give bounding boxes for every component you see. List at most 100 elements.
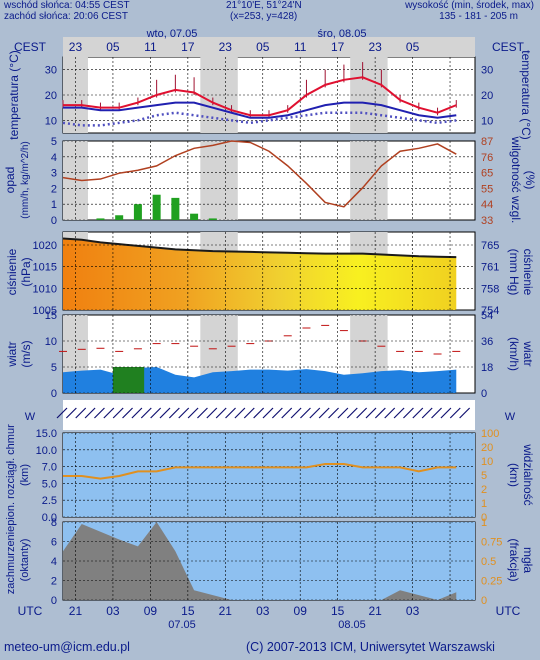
wind-direction-arrow xyxy=(271,407,283,419)
cloudbase-ytick-left: 2.5 xyxy=(42,495,57,507)
bottom-hour-label: 09 xyxy=(144,604,158,618)
cloudbase-sky xyxy=(63,433,475,517)
top-hour-label: 11 xyxy=(144,40,157,54)
precip-ylabel-left-2: (mm/h, kg/m^2/h) xyxy=(20,141,31,218)
temp-ytick-left: 20 xyxy=(45,90,57,102)
bottom-hour-label: 03 xyxy=(256,604,270,618)
humidity-ytick-right: 33 xyxy=(481,215,493,227)
precip-bar xyxy=(96,218,105,220)
wind-ylabel-right-2: wiatr xyxy=(521,340,535,366)
fog-ytick-right: 1 xyxy=(481,517,487,529)
wind-direction-arrow xyxy=(403,407,414,419)
wind-direction-arrow xyxy=(337,407,349,419)
wind-direction-arrow xyxy=(384,407,396,419)
dewpoint-line xyxy=(63,101,457,119)
top-timezone-left: CEST xyxy=(14,40,47,54)
clouds-ytick-left: 8 xyxy=(51,517,57,529)
wind-direction-arrow xyxy=(56,407,68,419)
wind-ylabel-right-1: (km/h) xyxy=(507,337,521,371)
visibility-line xyxy=(63,463,457,480)
top-hour-label: 23 xyxy=(368,40,382,54)
contact-email[interactable]: meteo-um@icm.edu.pl xyxy=(4,640,130,654)
bottom-date-2: 08.05 xyxy=(338,619,366,631)
visibility-ylabel-right-1: (km) xyxy=(507,463,521,487)
pressure-ytick-right: 754 xyxy=(481,305,499,317)
cloudbase-ytick-left: 0.0 xyxy=(42,512,57,524)
fog-ytick-right: 0 xyxy=(481,595,487,607)
wind-direction-arrow xyxy=(206,407,218,419)
wind-direction-arrow xyxy=(412,407,424,419)
top-timezone-right: CEST xyxy=(492,40,525,54)
precip-bar xyxy=(190,213,199,220)
day-label-1: wto, 07.05 xyxy=(146,28,198,40)
temp-ytick-right: 10 xyxy=(481,115,493,127)
wind-ytick-left: 10 xyxy=(45,336,57,348)
wind-direction-arrow xyxy=(346,407,358,419)
fog-ytick-right: 0.75 xyxy=(481,537,502,549)
humidity-ylabel-right-2: (%) xyxy=(523,171,537,190)
visibility-ytick-right: 2 xyxy=(481,484,487,496)
coordinates-label: 21°10'E, 51°24'N xyxy=(226,0,302,11)
cloudbase-ytick-left: 5.0 xyxy=(42,478,57,490)
wind-direction-arrow xyxy=(318,407,330,419)
pressure-ylabel-right-1: (mm Hg) xyxy=(507,249,521,296)
visibility-ytick-right: 5 xyxy=(481,470,487,482)
wind-speed-area xyxy=(63,367,457,393)
wind-direction-arrow xyxy=(262,407,274,419)
pressure-ytick-right: 765 xyxy=(481,240,499,252)
cloudbase-ylabel-left-1: pion. rozciągł. chmur xyxy=(5,424,17,526)
visibility-ytick-right: 0 xyxy=(481,512,487,524)
bottom-hour-label: 21 xyxy=(219,604,233,618)
humidity-ytick-right: 76 xyxy=(481,152,493,164)
clouds-ytick-left: 2 xyxy=(51,576,57,588)
bottom-timezone-right: UTC xyxy=(496,604,521,618)
wind-direction-arrow xyxy=(103,407,115,419)
grid-point-label: (x=253, y=428) xyxy=(230,11,298,22)
precip-ytick-left: 3 xyxy=(51,168,57,180)
bottom-hour-label: 21 xyxy=(368,604,382,618)
pressure-area xyxy=(63,238,457,310)
wind-direction-arrow xyxy=(253,407,265,419)
precip-ytick-left: 5 xyxy=(51,136,57,148)
bottom-hour-label: 21 xyxy=(69,604,83,618)
elevation-values: 135 - 181 - 205 m xyxy=(439,11,518,22)
visibility-ytick-right: 10 xyxy=(481,456,493,468)
sunrise-label: wschód słońca: 04:55 CEST xyxy=(4,0,130,11)
bottom-timezone-left: UTC xyxy=(18,604,43,618)
wind-direction-arrow xyxy=(356,407,368,419)
wind-direction-arrow xyxy=(225,407,236,419)
wind-direction-arrow xyxy=(234,407,246,419)
cloudbase-ytick-left: 7.0 xyxy=(42,462,57,474)
humidity-ytick-right: 87 xyxy=(481,136,493,148)
wind-direction-arrow xyxy=(243,407,255,419)
precip-bar xyxy=(208,218,217,220)
precip-bar xyxy=(115,215,124,220)
fog-ylabel-right-2: mgła xyxy=(521,547,535,573)
precip-bar xyxy=(133,204,142,220)
wind-direction-arrow xyxy=(421,407,433,419)
clouds-ytick-left: 4 xyxy=(51,556,57,568)
humidity-ylabel-right-1: wilgotność wzgl. xyxy=(509,136,523,224)
bottom-hour-label: 09 xyxy=(294,604,308,618)
wind-direction-arrow xyxy=(84,407,96,419)
wind-direction-arrow xyxy=(374,407,386,419)
wind-direction-arrow xyxy=(365,407,377,419)
top-axis-bar xyxy=(63,37,475,57)
temp-ytick-left: 10 xyxy=(45,115,57,127)
wind-direction-arrow xyxy=(449,407,461,419)
temp-ylabel-left: temperatura (°C) xyxy=(7,50,21,140)
wind-direction-arrow xyxy=(290,407,302,419)
bottom-hour-label: 15 xyxy=(181,604,195,618)
clouds-ylabel-left-1: zachmurzenie xyxy=(5,526,17,594)
clouds-ylabel-left-2: (oktanty) xyxy=(19,539,31,582)
pressure-ytick-right: 758 xyxy=(481,283,499,295)
wind-ytick-left: 0 xyxy=(51,388,57,400)
pressure-ytick-right: 761 xyxy=(481,262,499,274)
wind-direction-arrow xyxy=(328,407,339,419)
pressure-ytick-left: 1015 xyxy=(33,262,57,274)
wind-direction-arrow xyxy=(459,407,471,419)
day-label-2: śro, 08.05 xyxy=(318,28,367,40)
wind-direction-arrow xyxy=(178,407,190,419)
temp-ytick-right: 20 xyxy=(481,90,493,102)
cloudbase-ytick-left: 15.0 xyxy=(36,428,57,440)
